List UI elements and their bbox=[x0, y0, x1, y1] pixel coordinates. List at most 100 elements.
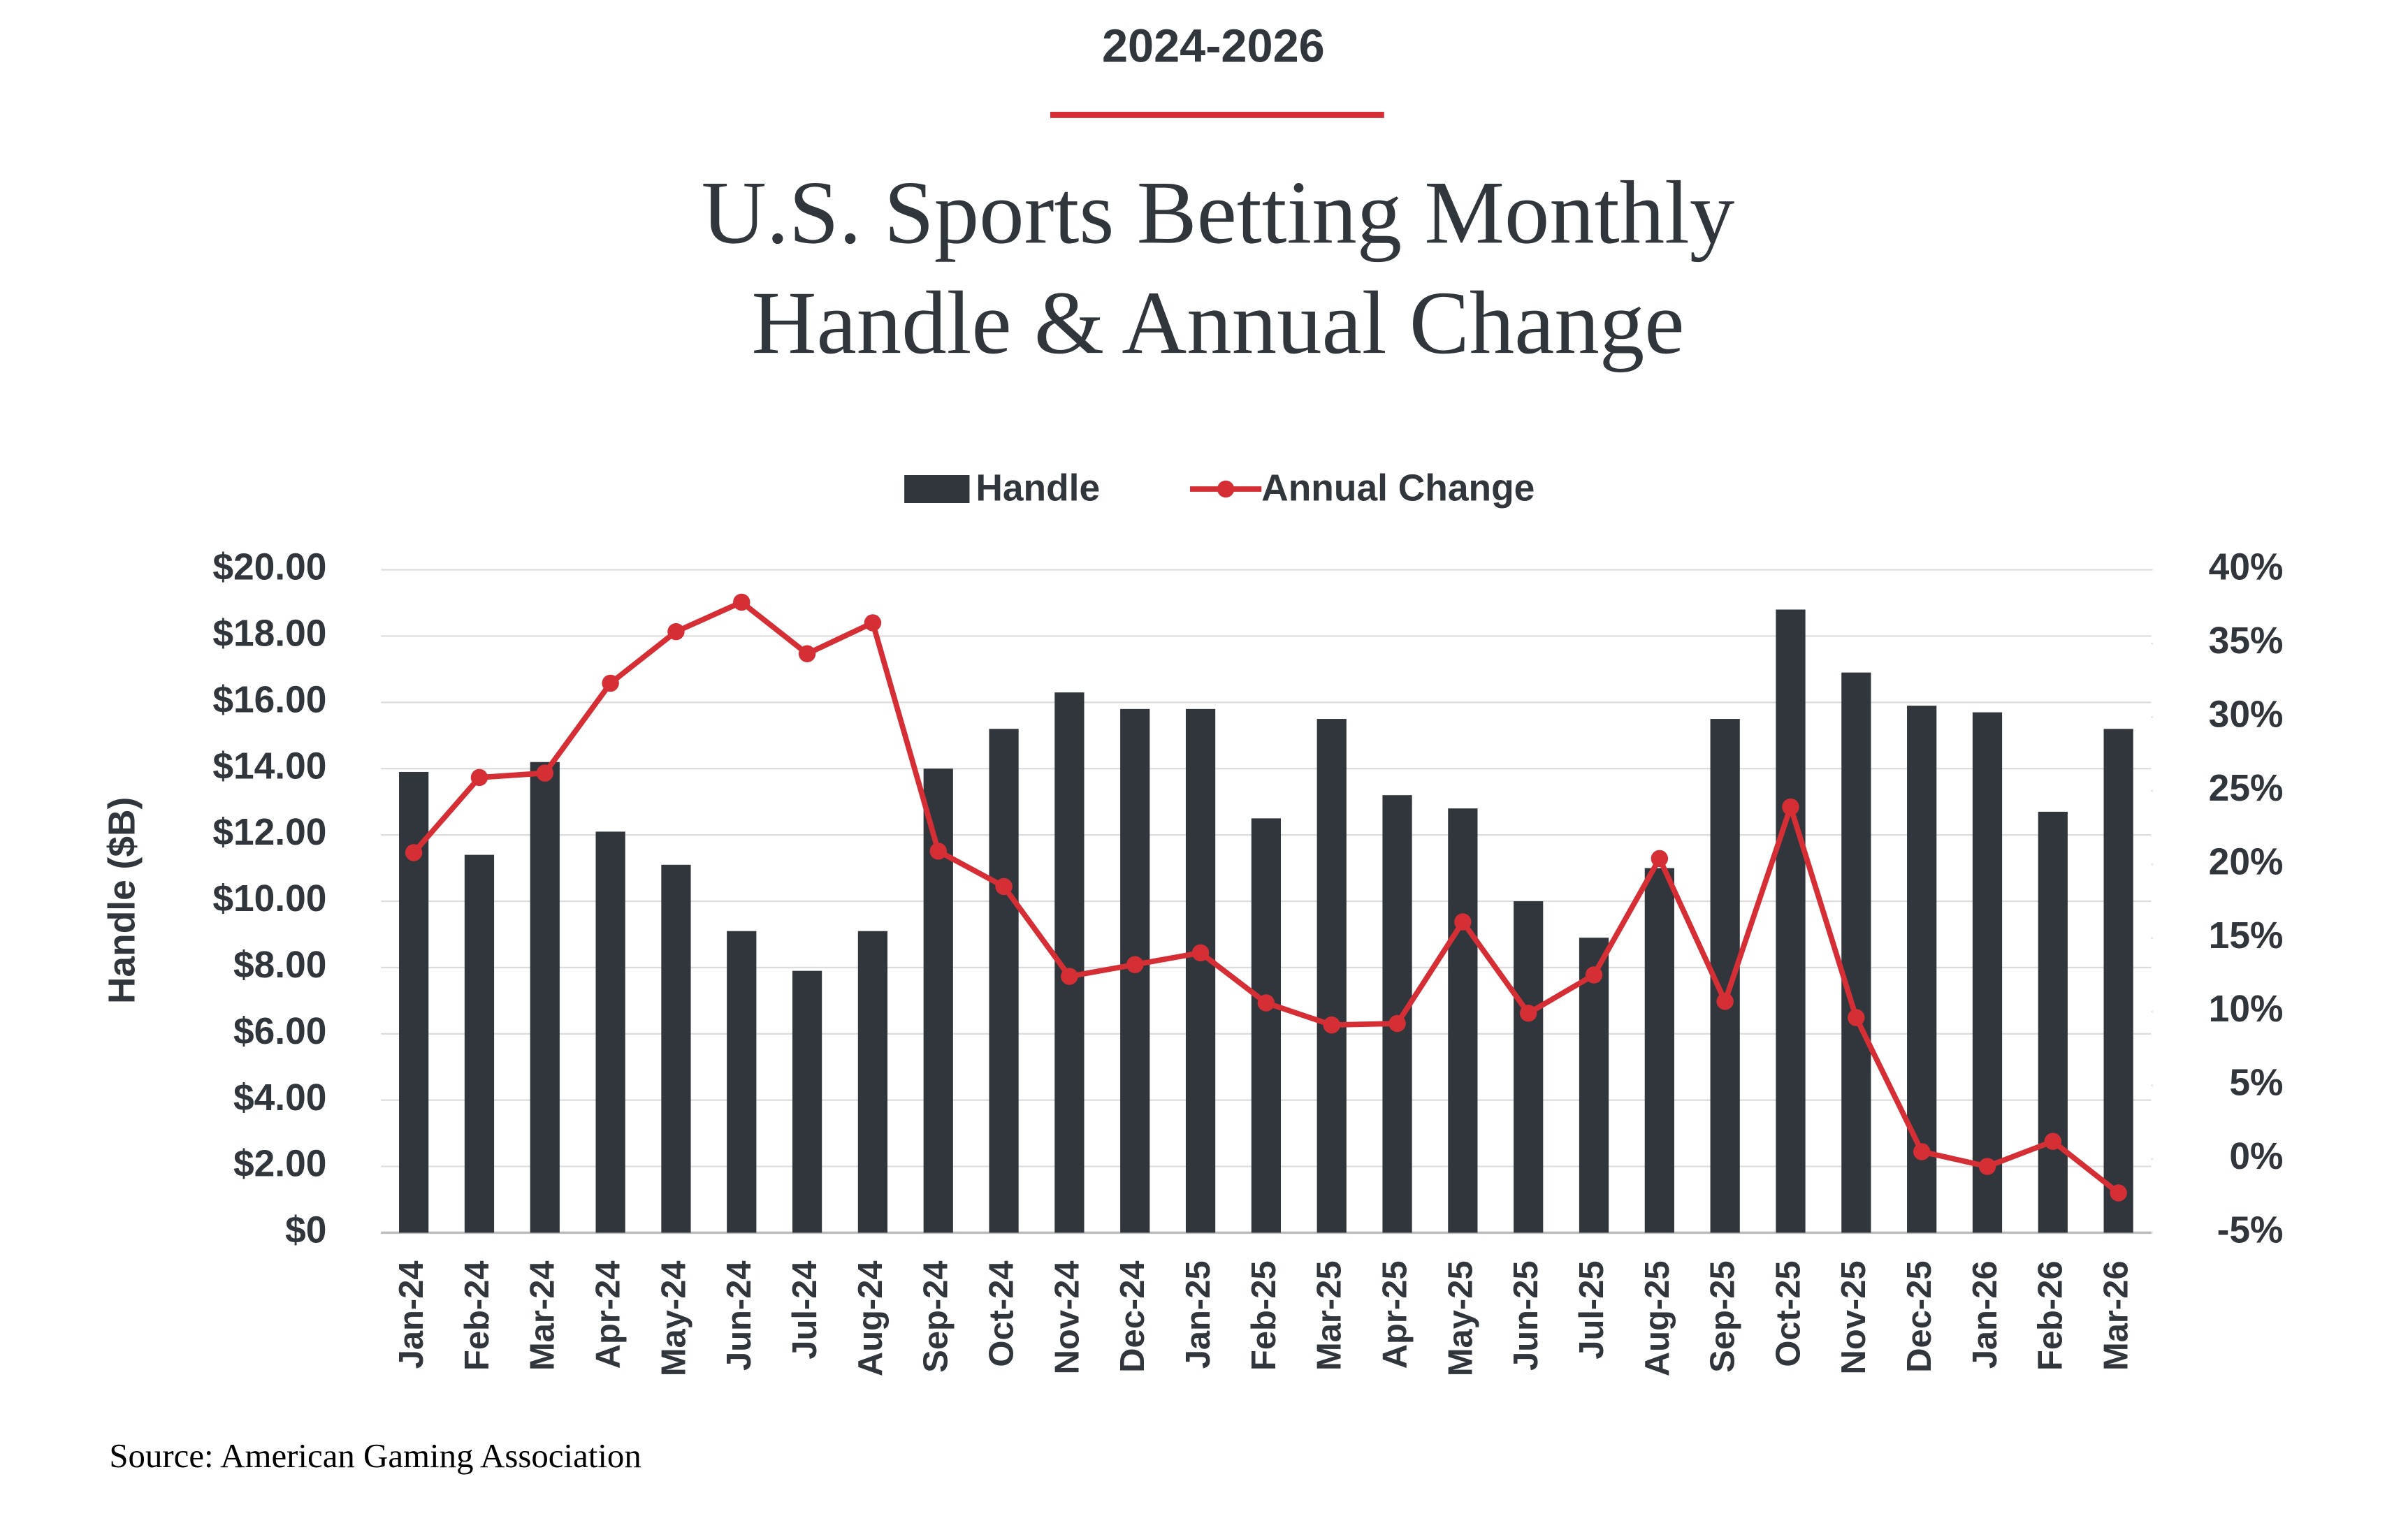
x-tick-label: Jul-24 bbox=[786, 1260, 824, 1359]
bar bbox=[1382, 795, 1412, 1233]
y2-tick-label: 20% bbox=[2209, 841, 2284, 882]
line-point bbox=[1585, 966, 1603, 984]
line-point bbox=[864, 614, 882, 632]
bar bbox=[1185, 708, 1216, 1233]
x-tick-label: May-25 bbox=[1442, 1260, 1479, 1376]
x-tick-label: Nov-24 bbox=[1048, 1260, 1086, 1374]
y2-tick-label: 25% bbox=[2209, 768, 2284, 809]
line-point bbox=[405, 844, 423, 861]
x-tick-label: Jul-25 bbox=[1573, 1260, 1611, 1359]
line-point bbox=[2044, 1132, 2062, 1150]
y-tick-label: $18.00 bbox=[212, 613, 326, 655]
y2-tick-label: 40% bbox=[2209, 547, 2284, 588]
line-point bbox=[1257, 994, 1275, 1012]
line-point bbox=[1519, 1005, 1537, 1022]
y2-tick-label: 35% bbox=[2209, 620, 2284, 662]
line-point bbox=[733, 593, 750, 611]
line-point bbox=[667, 622, 685, 641]
chart-title: U.S. Sports Betting Monthly bbox=[702, 162, 1735, 262]
line-point bbox=[1848, 1009, 1865, 1026]
x-tick-label: Aug-25 bbox=[1639, 1260, 1676, 1376]
x-tick-label: Jan-24 bbox=[393, 1260, 430, 1369]
y2-tick-label: 10% bbox=[2209, 989, 2284, 1030]
line-point bbox=[470, 768, 488, 787]
y-tick-label: $14.00 bbox=[212, 745, 326, 787]
bar bbox=[2038, 811, 2068, 1233]
line-point bbox=[995, 877, 1013, 896]
y-tick-label: $20.00 bbox=[212, 547, 326, 588]
bar bbox=[792, 970, 822, 1233]
x-tick-label: Jan-26 bbox=[1966, 1260, 2004, 1369]
bar bbox=[1972, 712, 2003, 1233]
bar bbox=[923, 768, 953, 1233]
x-tick-label: Feb-26 bbox=[2032, 1260, 2070, 1371]
y-tick-label: $2.00 bbox=[233, 1144, 326, 1185]
line-point bbox=[1651, 850, 1669, 868]
bar bbox=[464, 854, 495, 1233]
line-point bbox=[929, 843, 947, 860]
line-point bbox=[2110, 1184, 2127, 1202]
x-tick-label: Jun-24 bbox=[720, 1260, 758, 1371]
y-tick-label: $8.00 bbox=[233, 945, 326, 986]
line-point bbox=[1978, 1158, 1996, 1175]
bar bbox=[1776, 609, 1806, 1233]
bar bbox=[1448, 808, 1478, 1233]
x-tick-label: Apr-24 bbox=[590, 1260, 628, 1369]
line-point bbox=[1388, 1014, 1406, 1033]
line-point bbox=[1191, 944, 1210, 962]
y-axis-label: Handle ($B) bbox=[102, 797, 143, 1004]
legend-swatch bbox=[1217, 480, 1235, 498]
bar bbox=[1317, 719, 1347, 1233]
line-point bbox=[798, 645, 816, 662]
x-tick-label: Sep-25 bbox=[1704, 1260, 1742, 1372]
line-point bbox=[1061, 968, 1078, 985]
bar bbox=[1579, 938, 1609, 1233]
source: Source: American Gaming Association bbox=[109, 1436, 641, 1475]
bar bbox=[661, 864, 691, 1233]
x-tick-label: Mar-24 bbox=[524, 1260, 562, 1371]
y2-tick-label: 15% bbox=[2209, 915, 2284, 956]
x-tick-label: Aug-24 bbox=[852, 1260, 890, 1376]
x-tick-label: May-24 bbox=[655, 1260, 692, 1376]
x-tick-label: Feb-24 bbox=[458, 1260, 496, 1371]
x-tick-label: Dec-24 bbox=[1114, 1260, 1152, 1372]
line-point bbox=[1913, 1143, 1931, 1160]
x-tick-label: Mar-25 bbox=[1311, 1260, 1349, 1371]
y2-tick-label: 5% bbox=[2229, 1063, 2283, 1104]
bar bbox=[2103, 729, 2133, 1233]
legend-label: Handle bbox=[975, 467, 1100, 509]
x-tick-label: Oct-24 bbox=[982, 1260, 1020, 1367]
x-tick-label: Nov-25 bbox=[1835, 1260, 1873, 1374]
legend-swatch bbox=[904, 475, 970, 503]
line-point bbox=[1323, 1016, 1340, 1034]
x-tick-label: Jun-25 bbox=[1507, 1260, 1545, 1371]
line-point bbox=[1716, 993, 1734, 1010]
y-tick-label: $12.00 bbox=[212, 812, 326, 853]
bar bbox=[727, 931, 757, 1233]
line-point bbox=[1782, 798, 1799, 816]
line-point bbox=[536, 764, 554, 782]
subtitle: 2024-2026 bbox=[1102, 21, 1325, 73]
y2-tick-label: 30% bbox=[2209, 694, 2284, 736]
bar bbox=[989, 729, 1019, 1233]
bar bbox=[1841, 672, 1871, 1233]
y2-tick-label: 0% bbox=[2229, 1136, 2283, 1177]
x-tick-label: Oct-25 bbox=[1769, 1260, 1807, 1367]
y-tick-label: $16.00 bbox=[212, 679, 326, 720]
line-point bbox=[1126, 956, 1144, 973]
y-tick-label: $0 bbox=[285, 1210, 326, 1251]
x-tick-label: Feb-25 bbox=[1245, 1260, 1283, 1371]
bar bbox=[1644, 868, 1674, 1233]
bar bbox=[595, 831, 625, 1233]
y-tick-label: $4.00 bbox=[233, 1077, 326, 1119]
bar bbox=[857, 931, 888, 1233]
bar bbox=[530, 762, 560, 1233]
y2-tick-label: -5% bbox=[2217, 1210, 2284, 1251]
y-tick-label: $6.00 bbox=[233, 1011, 326, 1052]
y-tick-label: $10.00 bbox=[212, 878, 326, 919]
bar bbox=[1514, 901, 1544, 1233]
chart-title: Handle & Annual Change bbox=[751, 272, 1684, 372]
bar bbox=[1251, 818, 1281, 1233]
